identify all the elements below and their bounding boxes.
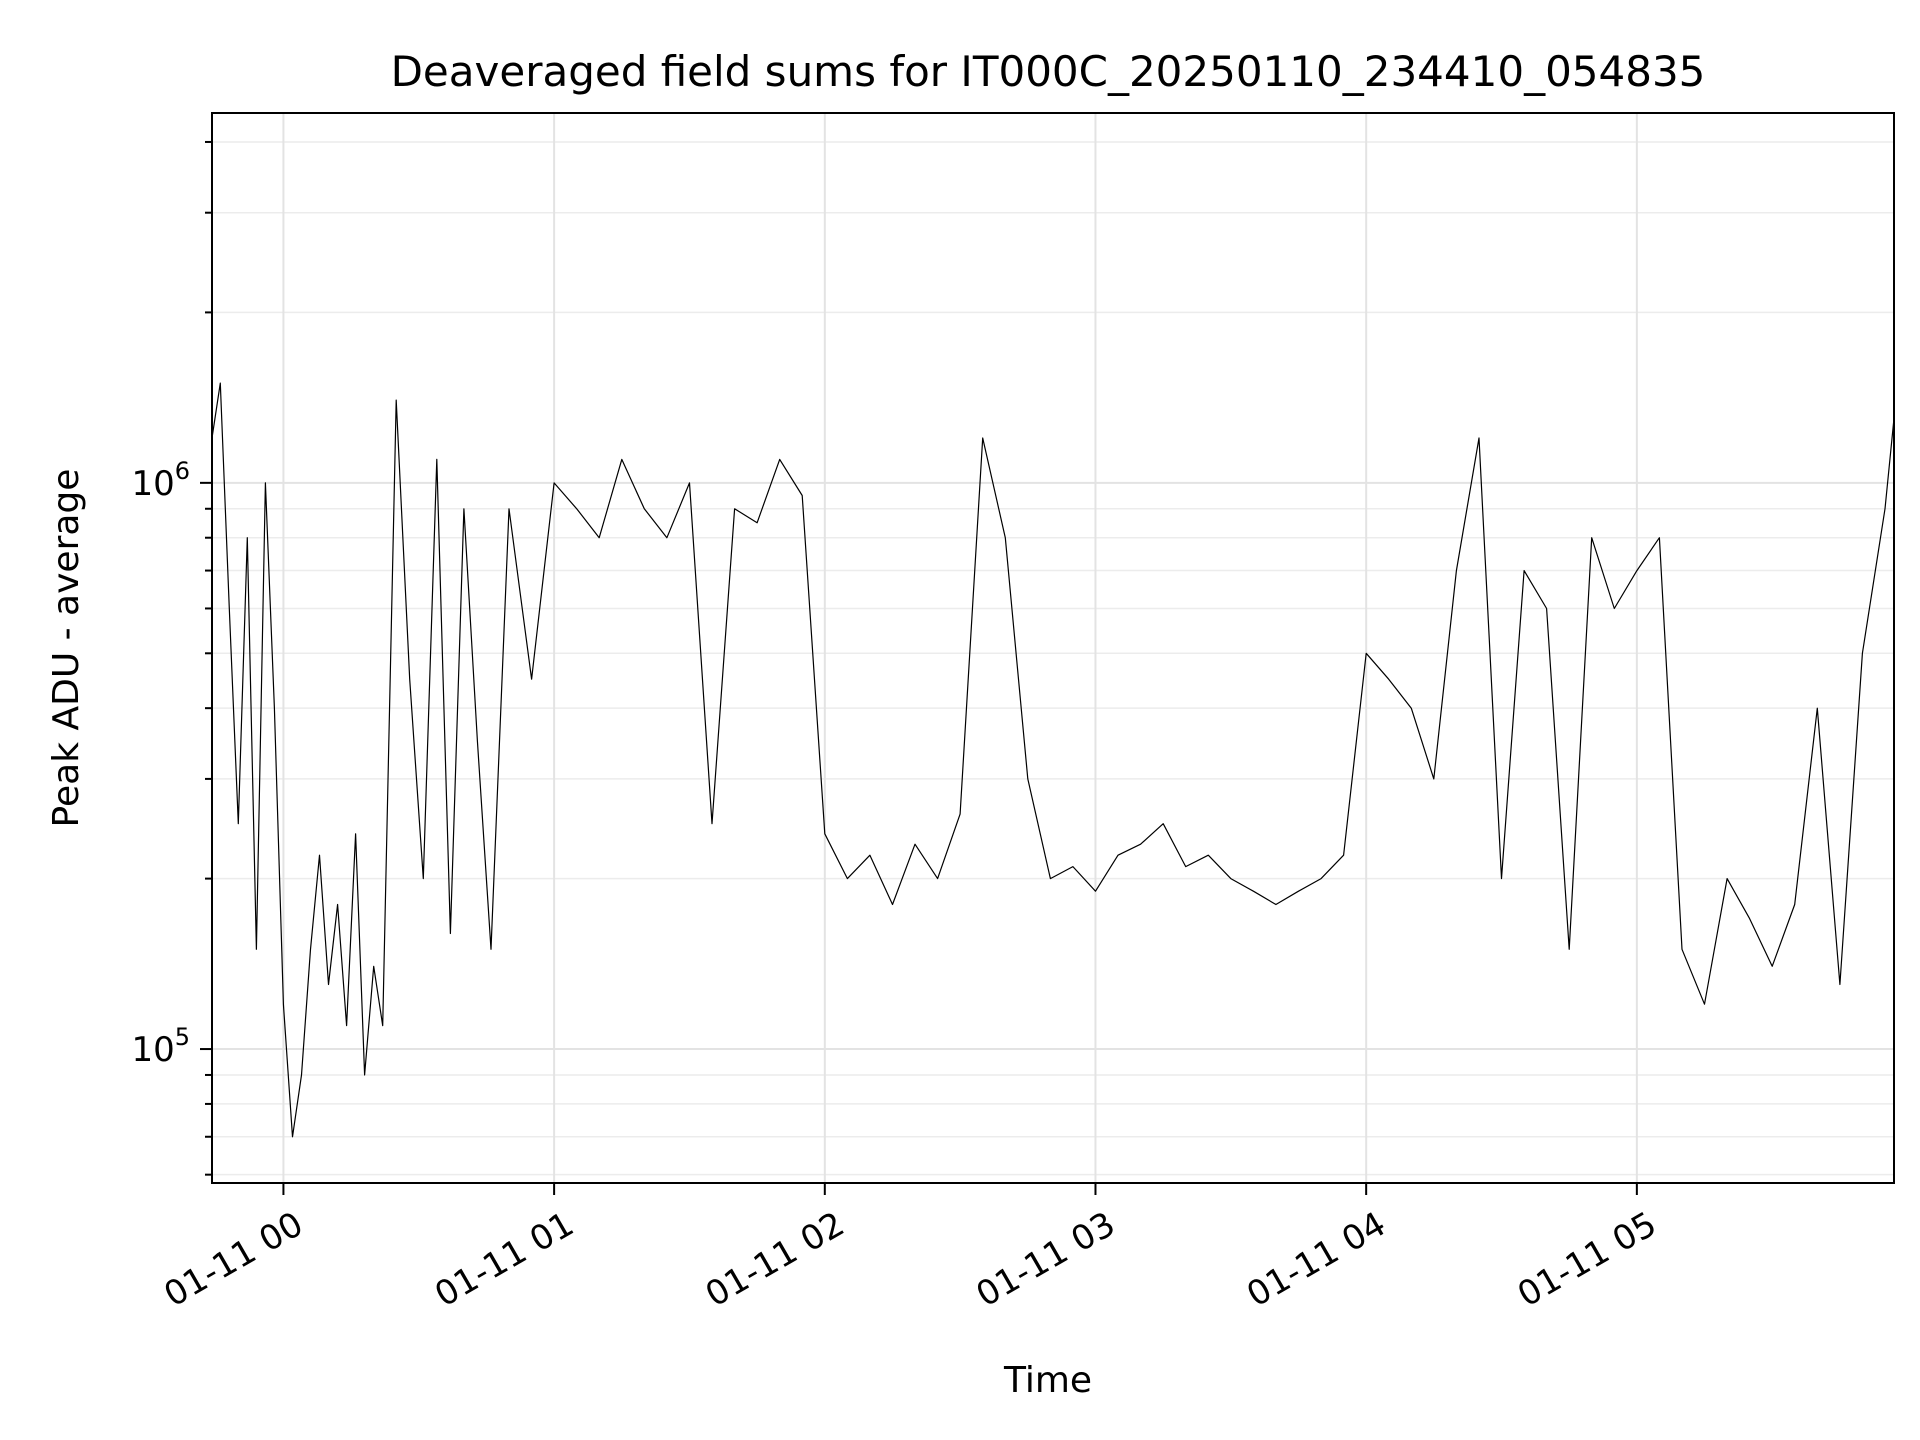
x-tick-label: 01-11 00 (158, 1204, 310, 1315)
grid (212, 113, 1894, 1183)
plot-frame (211, 112, 1895, 1184)
y-axis-label: Peak ADU - average (46, 469, 87, 828)
x-tick-label: 01-11 04 (1240, 1204, 1392, 1315)
x-tick-label: 01-11 02 (699, 1204, 851, 1315)
axis-ticks: 105 106 01-11 00 01-11 01 01-11 02 01-11 03 01… (131, 140, 1663, 1315)
x-tick-label: 01-11 05 (1511, 1204, 1663, 1315)
y-tick-label: 106 (131, 457, 190, 504)
chart-title: Deaveraged field sums for IT000C_2025011… (391, 47, 1706, 96)
x-axis-label: Time (1003, 1360, 1092, 1401)
series-line (211, 382, 1895, 1138)
y-tick-label: 105 (131, 1023, 190, 1070)
x-tick-label: 01-11 01 (428, 1204, 580, 1315)
x-tick-label: 01-11 03 (970, 1204, 1122, 1315)
